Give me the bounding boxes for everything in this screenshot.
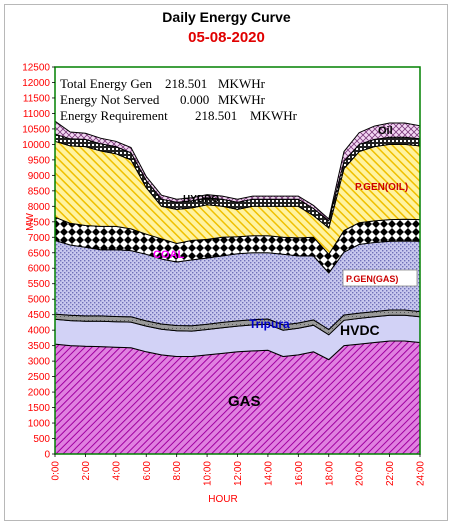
info-req-value: 218.501 (195, 108, 237, 123)
y-tick-label: 1500 (28, 403, 51, 414)
x-tick-label: 6:00 (142, 461, 153, 481)
x-tick-label: 2:00 (81, 461, 92, 481)
label-coal: COAL (153, 249, 184, 261)
y-tick-label: 4500 (28, 310, 51, 321)
x-tick-label: 18:00 (324, 461, 335, 486)
x-tick-label: 4:00 (111, 461, 122, 481)
y-tick-label: 10000 (22, 140, 50, 151)
y-tick-label: 6000 (28, 264, 51, 275)
chart-date: 05-08-2020 (188, 29, 265, 46)
x-tick-label: 0:00 (51, 461, 62, 481)
x-tick-label: 14:00 (263, 461, 274, 486)
y-tick-label: 9000 (28, 171, 51, 182)
chart-title: Daily Energy Curve (162, 9, 291, 25)
x-tick-label: 22:00 (385, 461, 396, 486)
y-tick-label: 2500 (28, 372, 51, 383)
info-ens-unit: MKWHr (218, 92, 266, 107)
label-hvdc: HVDC (340, 322, 380, 338)
info-gen-value: 218.501 (165, 76, 207, 91)
y-tick-label: 4000 (28, 326, 51, 337)
y-tick-label: 12500 (22, 63, 50, 74)
x-tick-label: 12:00 (233, 461, 244, 486)
info-req-label: Energy Requirement (60, 108, 168, 123)
label-gas: GAS (228, 393, 261, 410)
info-ens-label: Energy Not Served (60, 92, 160, 107)
y-tick-label: 8500 (28, 186, 51, 197)
info-ens-value: 0.000 (180, 92, 209, 107)
label-oil: Oil (378, 125, 393, 137)
area-series-group (54, 120, 421, 455)
y-tick-label: 10500 (22, 124, 50, 135)
y-tick-label: 0 (44, 450, 50, 461)
y-tick-label: 11000 (23, 109, 51, 120)
y-axis-label: MW (25, 213, 36, 231)
y-tick-label: 500 (33, 434, 50, 445)
y-tick-label: 11500 (23, 93, 51, 104)
y-tick-label: 5000 (28, 295, 51, 306)
x-tick-label: 20:00 (355, 461, 366, 486)
label-pgen-gas: P.GEN(GAS) (346, 274, 398, 284)
y-tick-label: 7500 (28, 217, 51, 228)
x-tick-label: 10:00 (203, 461, 214, 486)
y-tick-label: 7000 (28, 233, 51, 244)
y-tick-label: 2000 (28, 388, 51, 399)
y-tick-label: 8000 (28, 202, 51, 213)
y-tick-label: 12000 (22, 78, 50, 89)
x-axis-label: HOUR (208, 494, 237, 505)
label-pgen-gas-box (342, 269, 418, 287)
x-tick-label: 24:00 (416, 461, 427, 486)
info-gen-label: Total Energy Gen (60, 76, 152, 91)
series-labels: GAS HVDC Tripura P.GEN(GAS) COAL P.GEN(O… (153, 125, 418, 410)
info-box: Total Energy Gen 218.501 MKWHr Energy No… (60, 76, 298, 123)
x-axis: 0:00 2:00 4:00 6:00 8:00 10:00 12:00 14:00 16:00… (51, 454, 427, 486)
label-tripura: Tripura (249, 317, 290, 331)
label-hydro: HYDRO (183, 194, 219, 205)
label-pgen-oil: P.GEN(OIL) (355, 182, 408, 193)
y-tick-label: 3000 (28, 357, 51, 368)
x-tick-label: 8:00 (172, 461, 183, 481)
y-tick-label: 9500 (28, 155, 51, 166)
x-tick-label: 16:00 (294, 461, 305, 486)
y-tick-label: 5500 (28, 279, 51, 290)
y-tick-label: 3500 (28, 341, 51, 352)
y-tick-label: 1000 (28, 419, 51, 430)
y-tick-label: 6500 (28, 248, 51, 259)
y-axis: 0 500 1000 1500 2000 2500 3000 3500 4000 4500 5000… (22, 63, 55, 461)
info-gen-unit: MKWHr (218, 76, 266, 91)
info-req-unit: MKWHr (250, 108, 298, 123)
